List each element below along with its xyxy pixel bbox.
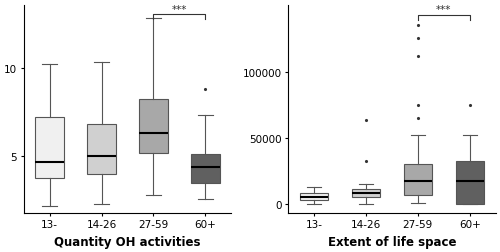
PathPatch shape	[87, 125, 116, 174]
PathPatch shape	[300, 193, 328, 201]
PathPatch shape	[456, 162, 484, 204]
X-axis label: Quantity OH activities: Quantity OH activities	[54, 235, 201, 248]
X-axis label: Extent of life space: Extent of life space	[328, 235, 456, 248]
PathPatch shape	[404, 165, 432, 195]
Text: ***: ***	[436, 5, 452, 15]
PathPatch shape	[352, 189, 380, 197]
PathPatch shape	[191, 155, 220, 183]
PathPatch shape	[35, 118, 64, 178]
Text: ***: ***	[172, 5, 187, 15]
PathPatch shape	[139, 100, 168, 153]
